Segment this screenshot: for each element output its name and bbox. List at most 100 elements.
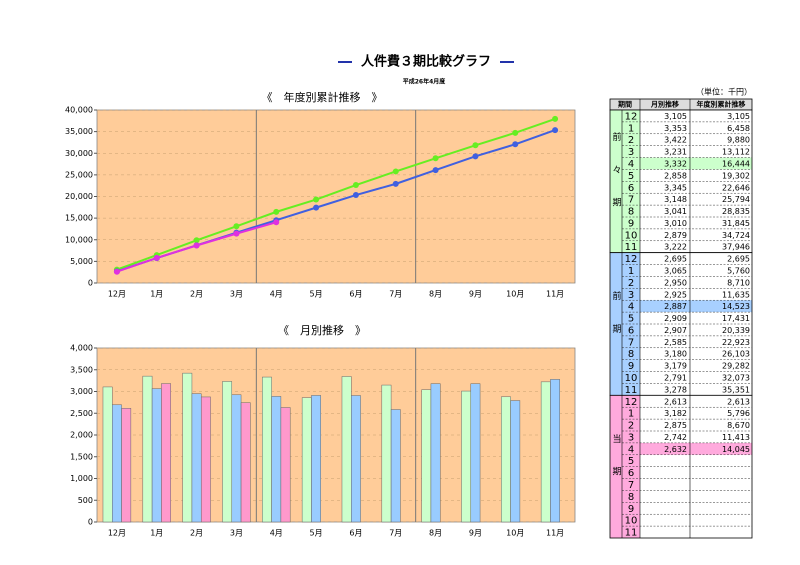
monthly-cell: 3,332	[664, 160, 687, 169]
point	[352, 192, 359, 199]
y-tick-label: 20,000	[65, 192, 93, 201]
month-cell: 5	[628, 171, 634, 182]
bar	[271, 396, 282, 523]
x-tick-label: 11月	[546, 529, 564, 538]
monthly-cell: 2,791	[664, 374, 687, 383]
y-tick-label: 0	[88, 279, 93, 288]
chart-title: 《 月別推移 》	[278, 323, 366, 337]
x-tick-label: 3月	[230, 529, 243, 538]
bar	[461, 390, 472, 523]
monthly-cell: 3,353	[664, 124, 687, 133]
bar	[182, 372, 193, 523]
highlight-row	[640, 157, 752, 170]
month-cell: 4	[628, 444, 634, 455]
bar	[222, 381, 233, 523]
period-cell	[610, 252, 640, 396]
cumulative-cell: 22,923	[722, 338, 750, 347]
cumulative-cell: 9,880	[727, 136, 750, 145]
month-cell: 7	[628, 480, 634, 491]
bar	[262, 376, 272, 523]
cumulative-cell: 2,695	[727, 255, 750, 264]
month-cell: 11	[625, 385, 638, 396]
x-tick-label: 6月	[349, 290, 362, 299]
month-cell: 11	[625, 242, 638, 253]
monthly-cell: 2,879	[664, 231, 687, 240]
y-tick-label: 25,000	[65, 170, 93, 179]
point	[233, 230, 240, 237]
bar	[421, 389, 432, 523]
x-tick-label: 3月	[230, 290, 243, 299]
x-tick-label: 8月	[429, 290, 442, 299]
month-cell: 2	[628, 278, 634, 289]
chart-title: 《 年度別累計推移 》	[262, 90, 383, 104]
bar	[470, 383, 481, 523]
monthly-cell: 3,222	[664, 243, 687, 252]
monthly-cell: 3,148	[664, 195, 687, 204]
month-cell: 10	[625, 516, 638, 527]
month-cell: 6	[628, 325, 634, 336]
x-tick-label: 8月	[429, 529, 442, 538]
month-cell: 12	[625, 254, 638, 265]
cumulative-cell: 20,339	[722, 326, 750, 335]
x-tick-label: 12月	[108, 529, 126, 538]
group-border	[609, 394, 753, 539]
month-cell: 9	[628, 361, 634, 372]
monthly-cell: 2,632	[664, 445, 687, 454]
month-cell: 8	[628, 207, 634, 218]
point	[552, 115, 559, 122]
bar	[121, 408, 132, 523]
monthly-cell: 2,695	[664, 255, 687, 264]
month-cell: 8	[628, 492, 634, 503]
x-tick-label: 7月	[389, 290, 402, 299]
cumulative-cell: 29,282	[722, 362, 750, 371]
month-cell: 11	[625, 528, 638, 539]
month-cell: 3	[628, 432, 634, 443]
cumulative-cell: 5,760	[727, 267, 750, 276]
highlight-row	[640, 442, 752, 455]
point	[273, 219, 280, 226]
cumulative-cell: 19,302	[722, 171, 750, 180]
month-cell: 4	[628, 302, 634, 313]
monthly-cell: 2,925	[664, 290, 687, 299]
point	[313, 204, 320, 211]
cumulative-cell: 28,835	[722, 207, 750, 216]
x-tick-label: 9月	[469, 290, 482, 299]
y-tick-label: 500	[78, 496, 93, 505]
point	[193, 237, 200, 244]
point	[552, 127, 559, 134]
monthly-cell: 3,180	[664, 350, 687, 359]
month-cell: 7	[628, 195, 634, 206]
monthly-cell: 2,907	[664, 326, 687, 335]
table-header: 月別推移	[650, 100, 679, 109]
y-tick-label: 2,500	[70, 409, 93, 418]
x-tick-label: 9月	[469, 529, 482, 538]
y-tick-label: 3,500	[70, 365, 93, 374]
point	[472, 153, 479, 160]
point	[512, 141, 519, 148]
monthly-cell: 3,179	[664, 362, 687, 371]
unit-label: （単位：千円）	[696, 87, 752, 97]
month-cell: 10	[625, 373, 638, 384]
y-tick-label: 4,000	[70, 344, 93, 353]
cumulative-cell: 11,413	[722, 433, 750, 442]
monthly-cell: 2,742	[664, 433, 687, 442]
bar	[301, 397, 312, 523]
x-tick-label: 5月	[310, 529, 323, 538]
monthly-cell: 3,041	[664, 207, 687, 216]
bar	[540, 381, 551, 523]
bar	[151, 388, 162, 523]
cumulative-cell: 31,845	[722, 219, 750, 228]
monthly-cell: 2,585	[664, 338, 687, 347]
month-cell: 9	[628, 504, 634, 515]
monthly-cell: 3,182	[664, 409, 687, 418]
month-cell: 2	[628, 421, 634, 432]
y-tick-label: 0	[88, 518, 93, 527]
bar	[191, 393, 202, 523]
point	[273, 208, 280, 215]
x-tick-label: 2月	[190, 290, 203, 299]
y-tick-label: 2,000	[70, 431, 93, 440]
x-tick-label: 10月	[506, 290, 524, 299]
cumulative-cell: 16,444	[722, 160, 750, 169]
x-tick-label: 11月	[546, 290, 564, 299]
month-cell: 5	[628, 456, 634, 467]
